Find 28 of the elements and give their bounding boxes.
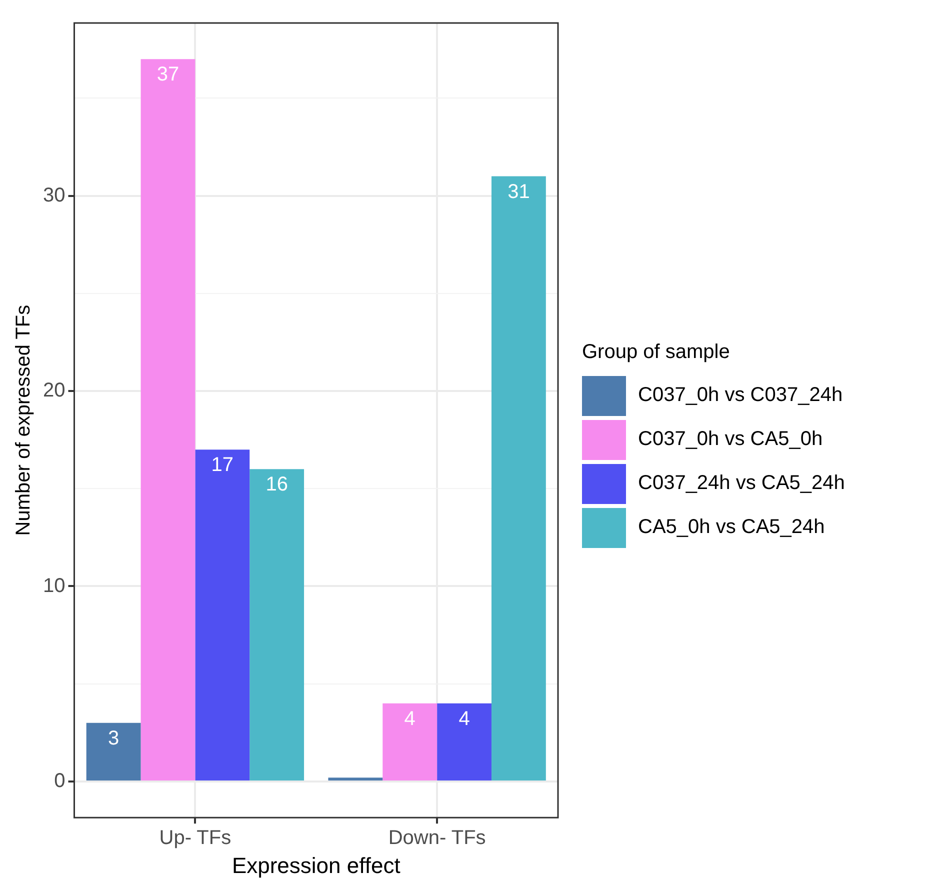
legend-label: C037_0h vs CA5_0h bbox=[638, 428, 823, 451]
data-label: 37 bbox=[156, 64, 180, 86]
legend-label: CA5_0h vs CA5_24h bbox=[638, 516, 825, 539]
bar bbox=[250, 469, 304, 780]
y-tick-label: 10 bbox=[42, 574, 66, 597]
data-label: 31 bbox=[508, 180, 530, 203]
bar bbox=[140, 59, 196, 780]
bar bbox=[437, 703, 492, 780]
y-tick-label: 20 bbox=[42, 380, 66, 402]
data-label: 4 bbox=[458, 708, 470, 730]
legend-label: C037_0h vs C037_24h bbox=[638, 384, 843, 407]
bar bbox=[382, 703, 438, 780]
data-label: 3 bbox=[108, 727, 120, 750]
x-tick-label: Down- TFs bbox=[388, 827, 486, 850]
y-tick-label: 0 bbox=[54, 770, 66, 792]
bar bbox=[195, 450, 250, 780]
x-axis-title: Expression effect bbox=[232, 852, 400, 878]
y-axis-title: Number of expressed TFs bbox=[12, 304, 35, 536]
y-tick-label: 30 bbox=[42, 184, 66, 206]
bar bbox=[86, 722, 141, 780]
x-tick-label: Up- TFs bbox=[159, 827, 232, 850]
legend-label: C037_24h vs CA5_24h bbox=[638, 472, 845, 495]
legend-title: Group of sample bbox=[582, 340, 731, 364]
data-label: 17 bbox=[211, 454, 234, 476]
data-label: 16 bbox=[266, 474, 288, 496]
bar bbox=[328, 778, 383, 780]
bar bbox=[491, 176, 546, 780]
data-label: 4 bbox=[404, 708, 416, 730]
